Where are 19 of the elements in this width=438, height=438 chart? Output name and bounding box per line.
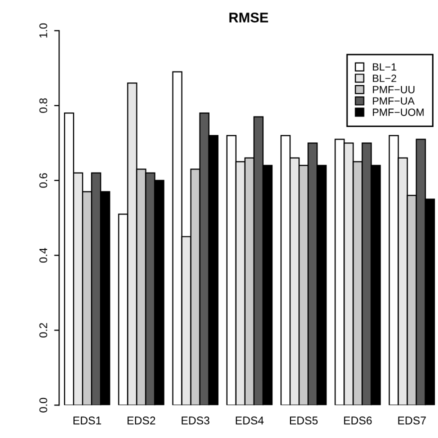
x-tick-label: EDS1 bbox=[73, 416, 102, 424]
legend-label: PMF−UA bbox=[372, 97, 415, 105]
legend-label: PMF−UU bbox=[372, 86, 414, 94]
y-tick-label: 0.8 bbox=[39, 98, 48, 113]
legend-label: PMF−UOM bbox=[372, 108, 424, 116]
x-tick-label: EDS2 bbox=[128, 416, 156, 424]
chart-title: RMSE bbox=[229, 12, 268, 22]
y-tick-label: 0.6 bbox=[39, 173, 48, 188]
y-tick-label: 0.2 bbox=[39, 323, 48, 338]
legend-label: BL−2 bbox=[372, 74, 396, 82]
y-tick-label: 0.0 bbox=[39, 398, 48, 412]
legend-label: BL−1 bbox=[372, 63, 396, 71]
x-tick-label: EDS5 bbox=[290, 416, 318, 424]
x-tick-label: EDS7 bbox=[398, 416, 426, 424]
x-tick-label: EDS6 bbox=[344, 416, 372, 424]
x-tick-label: EDS4 bbox=[236, 416, 264, 424]
y-tick-label: 1.0 bbox=[39, 23, 48, 38]
x-tick-label: EDS3 bbox=[182, 416, 210, 424]
y-tick-label: 0.4 bbox=[39, 248, 48, 263]
